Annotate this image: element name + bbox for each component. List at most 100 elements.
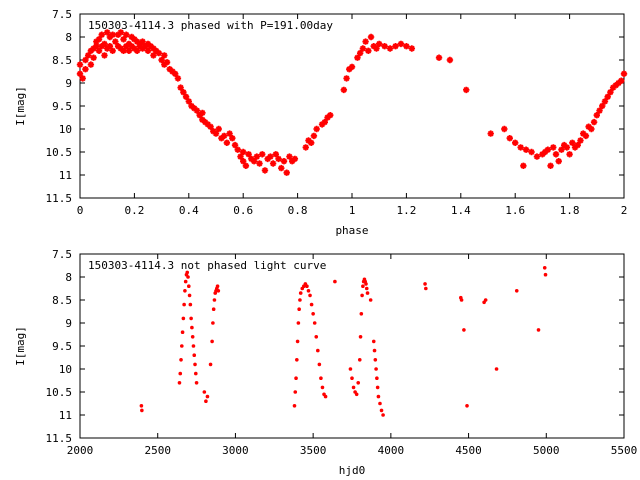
unphased-data-point	[361, 284, 365, 289]
unphased-x-tick-label: 5500	[611, 444, 638, 457]
unphased-y-tick-label: 8	[65, 271, 72, 284]
phased-data-point	[308, 139, 315, 146]
unphased-data-point	[185, 270, 190, 275]
phased-data-point	[261, 167, 269, 174]
phased-data-point	[566, 151, 573, 158]
unphased-data-point	[182, 302, 186, 307]
unphased-x-axis-label: hjd0	[339, 464, 366, 477]
phased-data-point	[207, 123, 214, 130]
phased-data-point	[117, 29, 124, 36]
phased-data-point	[365, 47, 372, 54]
unphased-y-tick-label: 10	[59, 363, 72, 376]
phased-data-point	[522, 146, 530, 153]
unphased-y-tick-label: 8.5	[52, 294, 72, 307]
unphased-x-tick-label: 2500	[144, 444, 171, 457]
phased-x-tick-label: 1.8	[560, 204, 580, 217]
phased-data-point	[226, 130, 233, 137]
phased-data-point	[250, 158, 258, 165]
unphased-data-point	[348, 367, 353, 371]
unphased-light-curve-panel: 2000 2500 3000 3500 4000 4500 5000 5500 7.5 8 8.5 9…	[14, 248, 637, 477]
phased-data-point	[283, 169, 290, 176]
phased-data-point	[174, 75, 182, 82]
unphased-data-point	[186, 275, 190, 279]
phased-data-point	[79, 75, 86, 82]
phased-data-point	[101, 40, 108, 48]
unphased-data-point	[297, 307, 301, 312]
unphased-data-point	[360, 293, 364, 298]
phased-data-point	[242, 162, 250, 169]
phased-data-point	[386, 45, 394, 52]
phased-data-point	[76, 61, 84, 68]
unphased-chart-title: 150303-4114.3 not phased light curve	[88, 259, 326, 272]
phased-plot-frame	[79, 13, 625, 199]
phased-y-tick-label: 8.5	[52, 54, 72, 67]
phased-data-point	[180, 89, 187, 96]
unphased-data-point	[368, 298, 373, 302]
phased-data-point	[327, 112, 334, 119]
phased-data-point	[109, 31, 116, 38]
unphased-data-point	[356, 381, 361, 385]
phased-data-point	[84, 52, 92, 59]
phased-data-point	[220, 132, 228, 140]
phased-data-points	[76, 29, 628, 176]
unphased-data-point	[190, 325, 194, 330]
phased-data-point	[435, 54, 443, 61]
unphased-data-point	[494, 367, 499, 371]
unphased-x-tick-label: 4500	[455, 444, 482, 457]
phased-data-point	[101, 52, 108, 59]
phased-x-tick-label: 1.4	[451, 204, 471, 217]
phased-data-point	[87, 61, 95, 68]
phased-data-point	[359, 45, 367, 52]
unphased-data-point	[306, 289, 311, 293]
phased-data-point	[199, 109, 206, 117]
phased-data-point	[125, 47, 133, 54]
unphased-data-point	[295, 339, 300, 344]
phased-data-point	[139, 38, 146, 45]
unphased-data-point	[208, 362, 213, 367]
unphased-data-point	[483, 298, 488, 302]
phased-data-point	[618, 77, 625, 84]
phased-data-point	[193, 107, 201, 114]
phased-data-point	[528, 148, 535, 156]
phased-data-point	[552, 151, 560, 158]
unphased-data-point	[292, 404, 297, 408]
phased-data-point	[544, 146, 552, 153]
phased-data-point	[506, 135, 513, 142]
unphased-data-point	[295, 358, 299, 362]
unphased-data-point	[372, 348, 377, 353]
unphased-y-tick-label: 9	[65, 317, 72, 330]
phased-data-point	[596, 107, 603, 114]
unphased-data-point	[178, 371, 183, 376]
phased-y-tick-label: 10.5	[46, 146, 73, 159]
unphased-data-point	[187, 293, 192, 298]
unphased-data-point	[183, 279, 188, 284]
phased-data-point	[376, 40, 383, 48]
phased-data-point	[212, 130, 220, 137]
phased-x-tick-label: 0.4	[179, 204, 199, 217]
phased-data-point	[397, 40, 405, 48]
unphased-data-point	[212, 298, 217, 302]
unphased-data-point	[459, 298, 464, 302]
unphased-data-point	[379, 408, 384, 413]
unphased-x-tick-label: 5000	[533, 444, 560, 457]
phased-data-point	[520, 162, 527, 169]
unphased-y-tick-label: 11.5	[46, 432, 73, 445]
unphased-data-point	[373, 358, 378, 362]
phased-data-point	[593, 112, 600, 119]
unphased-data-point	[314, 335, 319, 339]
phased-data-point	[555, 158, 562, 165]
unphased-data-point	[188, 302, 193, 307]
phased-data-point	[155, 49, 163, 57]
phased-data-point	[340, 86, 348, 94]
phased-y-tick-label: 11.5	[46, 192, 73, 205]
phased-data-point	[76, 70, 84, 77]
phased-y-tick-label: 8	[65, 31, 72, 44]
unphased-data-point	[374, 367, 378, 371]
phased-data-point	[590, 118, 598, 126]
unphased-data-point	[359, 312, 364, 316]
unphased-data-point	[192, 353, 197, 358]
phased-data-point	[82, 66, 89, 73]
phased-data-point	[229, 135, 236, 142]
phased-x-axis-label: phase	[335, 224, 368, 237]
unphased-data-point	[381, 413, 385, 417]
